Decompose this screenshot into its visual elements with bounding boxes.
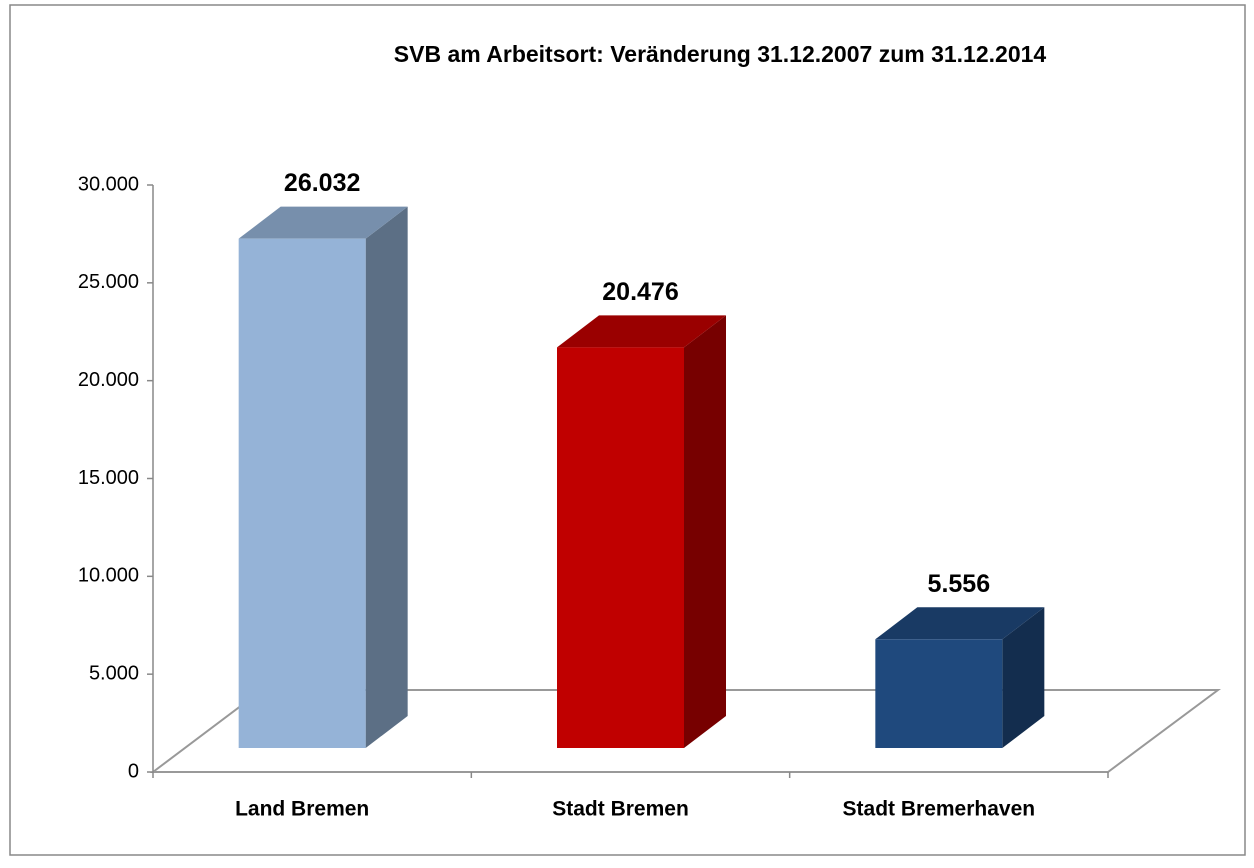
chart-title: SVB am Arbeitsort: Veränderung 31.12.200… <box>394 41 1047 67</box>
x-tick-label: Stadt Bremerhaven <box>843 798 1036 821</box>
bar-top <box>238 206 408 239</box>
y-tick-label: 10.000 <box>78 565 139 587</box>
y-tick-label: 0 <box>128 760 139 782</box>
y-tick-label: 15.000 <box>78 467 139 489</box>
data-label: 5.556 <box>928 570 991 598</box>
data-label: 20.476 <box>602 278 678 306</box>
bar <box>557 347 684 748</box>
x-tick-label: Land Bremen <box>235 798 369 821</box>
x-tick-label: Stadt Bremen <box>552 798 689 821</box>
bar-side <box>365 206 408 749</box>
bar-top <box>557 315 726 348</box>
data-label: 26.032 <box>284 169 360 197</box>
bar-side <box>684 315 726 748</box>
y-tick-label: 20.000 <box>78 369 139 391</box>
bar-top <box>875 607 1045 640</box>
bar <box>875 639 1003 748</box>
bar-side <box>1002 607 1045 748</box>
y-tick-label: 30.000 <box>78 173 139 195</box>
y-tick-label: 25.000 <box>78 271 139 293</box>
bar <box>238 238 366 748</box>
y-tick-label: 5.000 <box>89 662 139 684</box>
